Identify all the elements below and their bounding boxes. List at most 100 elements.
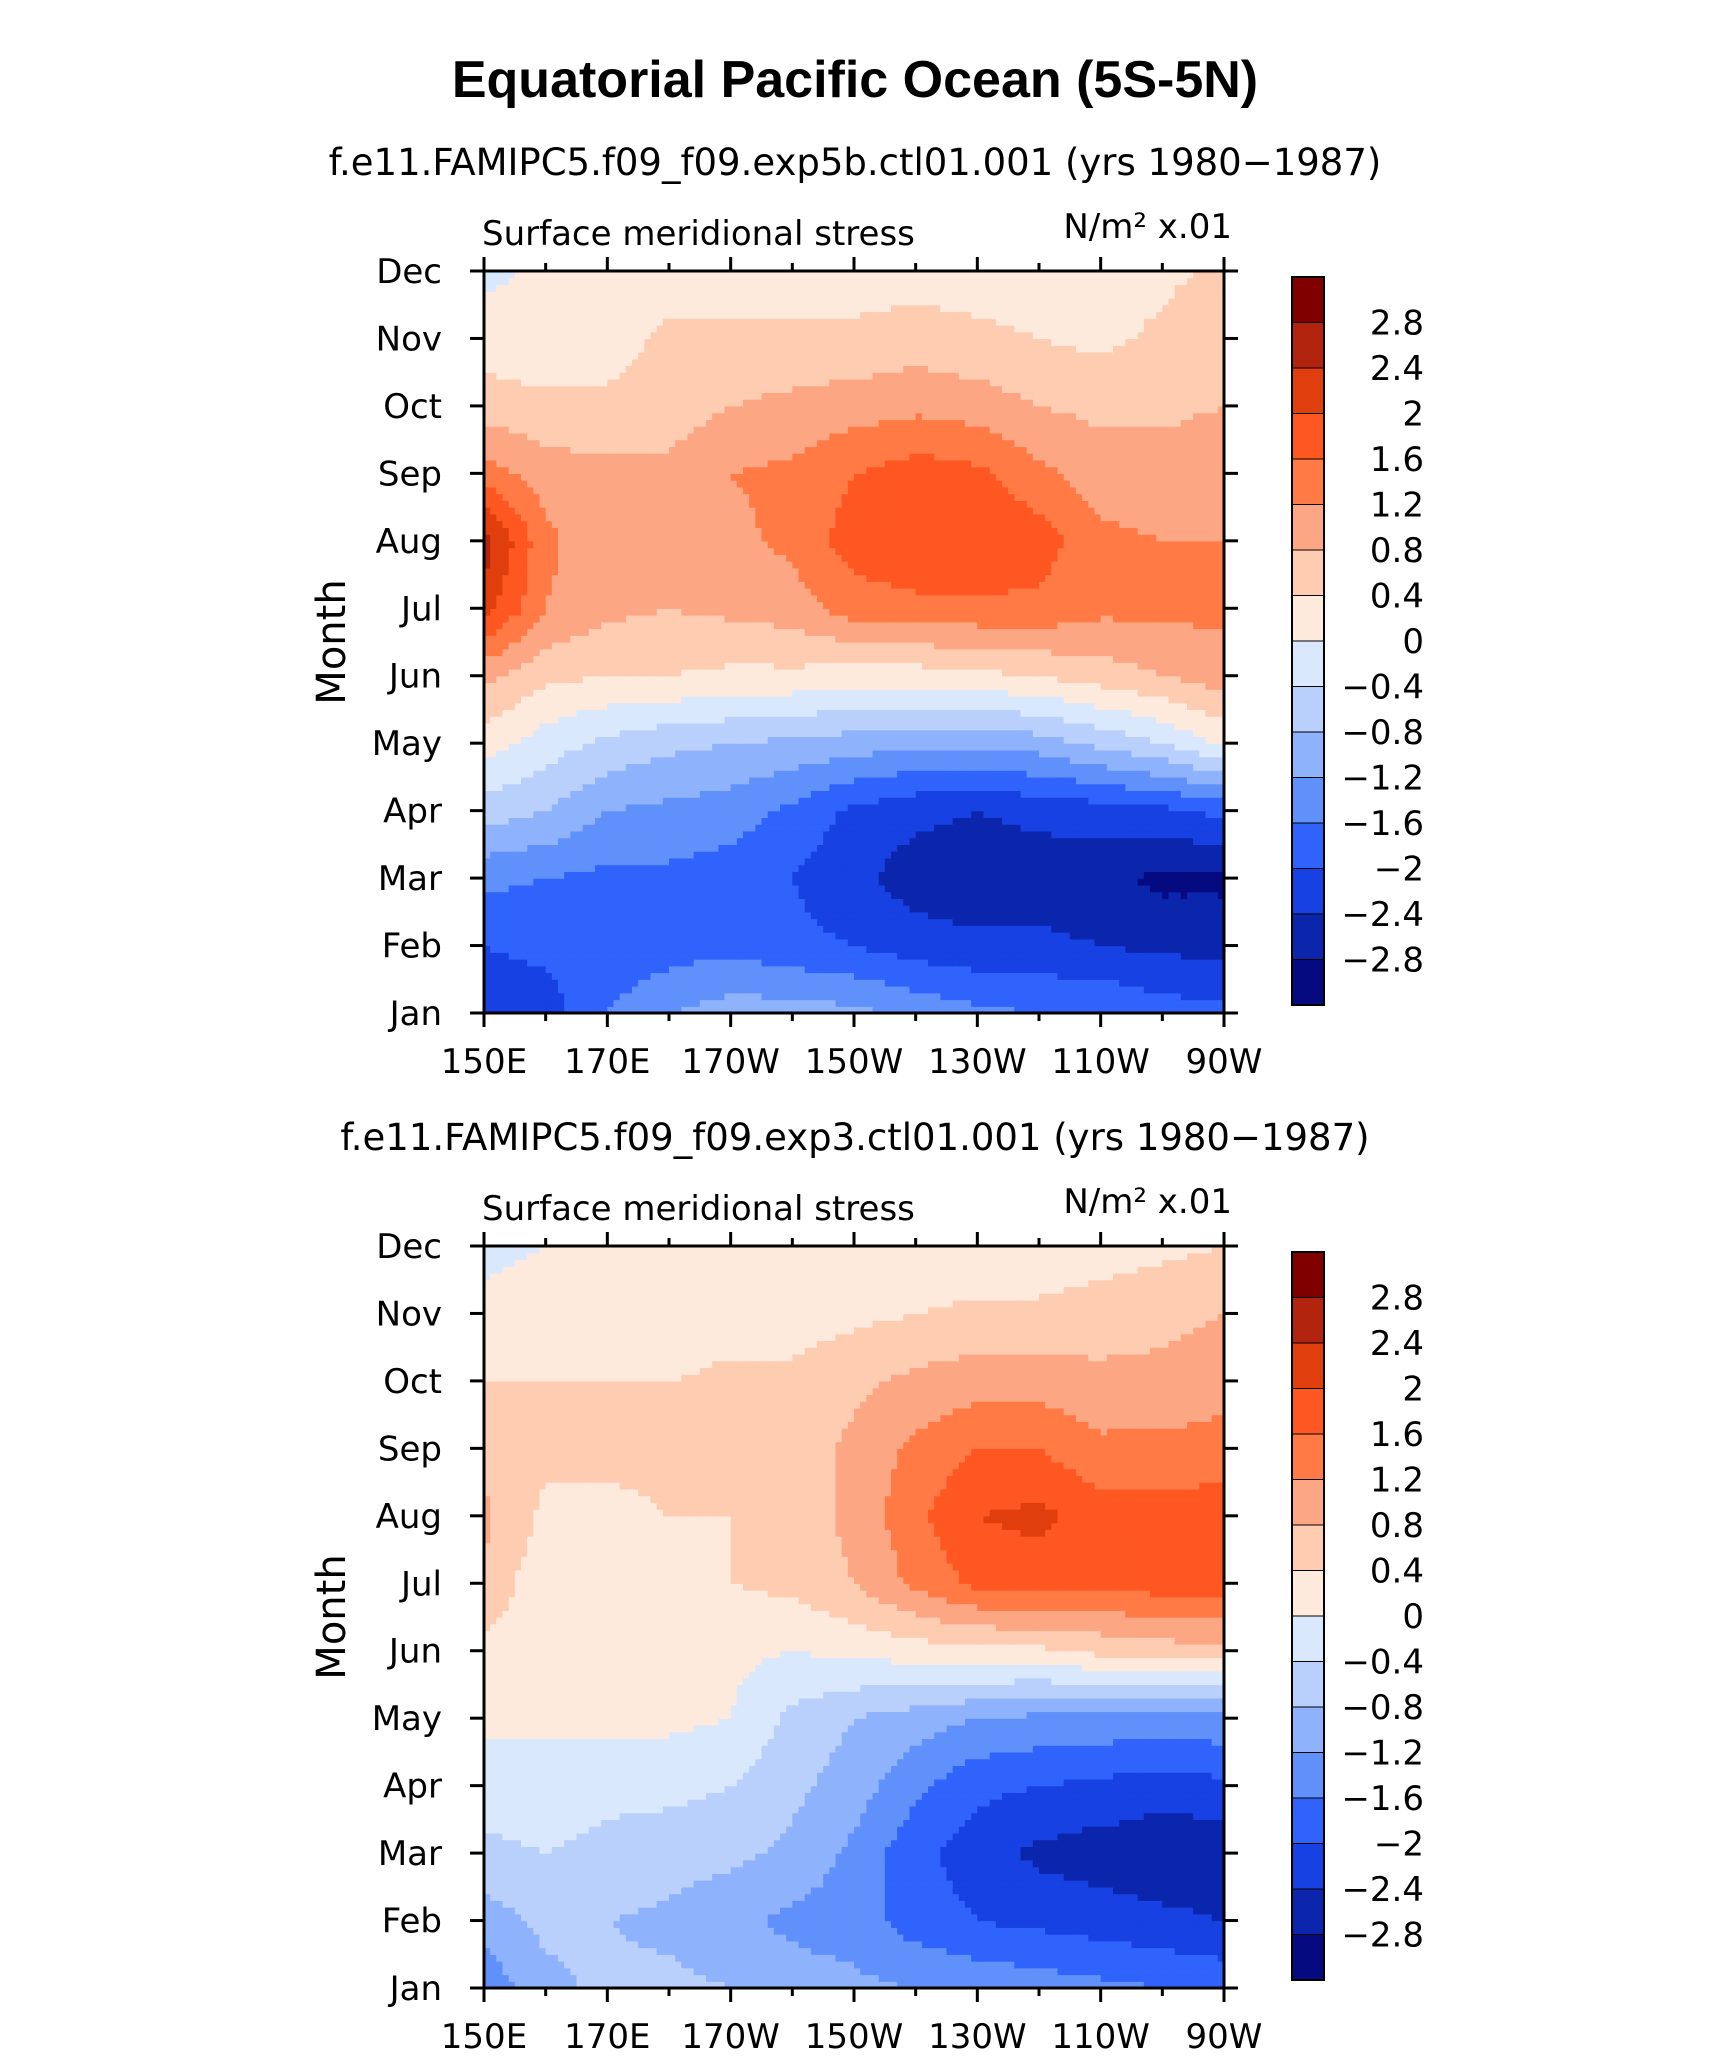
contour-cell bbox=[539, 878, 547, 886]
contour-cell bbox=[829, 736, 837, 744]
contour-cell bbox=[564, 1006, 571, 1013]
contour-cell bbox=[952, 770, 960, 778]
contour-cell bbox=[1113, 817, 1120, 825]
contour-cell bbox=[1014, 1006, 1022, 1013]
contour-cell bbox=[718, 905, 726, 913]
contour-cell bbox=[712, 972, 719, 980]
contour-cell bbox=[514, 905, 522, 913]
contour-cell bbox=[1150, 857, 1157, 866]
contour-cell bbox=[786, 999, 793, 1007]
contour-cell bbox=[1125, 776, 1133, 785]
contour-cell bbox=[1150, 810, 1157, 818]
contour-cell bbox=[669, 729, 676, 738]
contour-cell bbox=[952, 898, 960, 906]
contour-cell bbox=[773, 783, 781, 791]
panel-1-subtitle: f.e11.FAMIPC5.f09_f09.exp5b.ctl01.001 (y… bbox=[329, 141, 1382, 184]
contour-cell bbox=[539, 790, 547, 798]
contour-cell bbox=[632, 790, 639, 798]
contour-cell bbox=[780, 952, 787, 960]
contour-cell bbox=[854, 803, 861, 812]
contour-cell bbox=[514, 999, 522, 1007]
contour-cell bbox=[817, 884, 824, 893]
contour-cell bbox=[1113, 763, 1120, 771]
contour-cell bbox=[940, 763, 948, 771]
contour-cell bbox=[699, 864, 707, 872]
contour-cell bbox=[1076, 972, 1083, 980]
contour-cell bbox=[897, 938, 904, 947]
contour-cell bbox=[983, 864, 991, 872]
contour-cell bbox=[1106, 938, 1114, 947]
contour-cell bbox=[613, 925, 621, 933]
contour-cell bbox=[971, 932, 978, 940]
contour-cell bbox=[989, 797, 997, 805]
contour-cell bbox=[490, 938, 497, 947]
contour-cell bbox=[1168, 891, 1176, 899]
contour-cell bbox=[810, 999, 818, 1007]
contour-cell bbox=[1131, 959, 1139, 967]
contour-cell bbox=[619, 797, 627, 805]
contour-cell bbox=[965, 952, 972, 960]
contour-cell bbox=[718, 972, 726, 980]
contour-cell bbox=[743, 844, 750, 852]
contour-cell bbox=[798, 749, 806, 758]
contour-cell bbox=[921, 878, 929, 886]
contour-cell bbox=[1082, 1006, 1089, 1013]
contour-cell bbox=[1125, 884, 1133, 893]
contour-cell bbox=[897, 763, 904, 771]
contour-cell bbox=[1063, 803, 1071, 812]
contour-cell bbox=[841, 749, 849, 758]
contour-cell bbox=[1137, 972, 1145, 980]
contour-cell bbox=[502, 736, 510, 744]
contour-cell bbox=[792, 817, 800, 825]
contour-cell bbox=[1008, 736, 1015, 744]
contour-cell bbox=[496, 965, 504, 974]
contour-cell bbox=[983, 884, 991, 893]
contour-cell bbox=[601, 952, 608, 960]
contour-cell bbox=[773, 803, 781, 812]
contour-cell bbox=[650, 965, 658, 974]
contour-cell bbox=[736, 905, 744, 913]
contour-cell bbox=[730, 959, 738, 967]
contour-cell bbox=[1063, 965, 1071, 974]
contour-cell bbox=[558, 851, 565, 859]
contour-cell bbox=[1032, 857, 1040, 866]
contour-cell bbox=[1063, 844, 1071, 852]
contour-cell bbox=[860, 776, 867, 785]
contour-cell bbox=[743, 776, 750, 785]
contour-cell bbox=[1026, 743, 1034, 751]
contour-cell bbox=[1113, 878, 1120, 886]
contour-cell bbox=[971, 851, 978, 859]
contour-cell bbox=[1156, 871, 1163, 879]
contour-cell bbox=[551, 830, 559, 839]
contour-cell bbox=[1094, 905, 1102, 913]
contour-cell bbox=[638, 776, 645, 785]
contour-cell bbox=[625, 925, 633, 933]
contour-cell bbox=[1076, 871, 1083, 879]
contour-cell bbox=[983, 736, 991, 744]
contour-cell bbox=[854, 864, 861, 872]
contour-cell bbox=[1082, 857, 1089, 866]
contour-cell bbox=[1199, 905, 1207, 913]
contour-cell bbox=[1106, 959, 1114, 967]
contour-cell bbox=[1119, 925, 1126, 933]
contour-cell bbox=[940, 1006, 948, 1013]
contour-cell bbox=[1051, 932, 1059, 940]
contour-cell bbox=[588, 844, 596, 852]
contour-cell bbox=[582, 864, 590, 872]
contour-cell bbox=[767, 729, 775, 738]
contour-cell bbox=[1180, 776, 1188, 785]
contour-cell bbox=[650, 932, 658, 940]
contour-cell bbox=[1143, 830, 1151, 839]
contour-cell bbox=[582, 790, 590, 798]
contour-cell bbox=[1174, 979, 1182, 987]
contour-cell bbox=[1082, 878, 1089, 886]
contour-cell bbox=[570, 878, 578, 886]
contour-cell bbox=[1014, 918, 1022, 926]
contour-cell bbox=[1162, 972, 1170, 980]
contour-cell bbox=[724, 743, 732, 751]
contour-cell bbox=[576, 783, 584, 791]
contour-cell bbox=[891, 729, 898, 738]
contour-cell bbox=[780, 864, 787, 872]
contour-cell bbox=[761, 905, 769, 913]
contour-cell bbox=[773, 884, 781, 893]
